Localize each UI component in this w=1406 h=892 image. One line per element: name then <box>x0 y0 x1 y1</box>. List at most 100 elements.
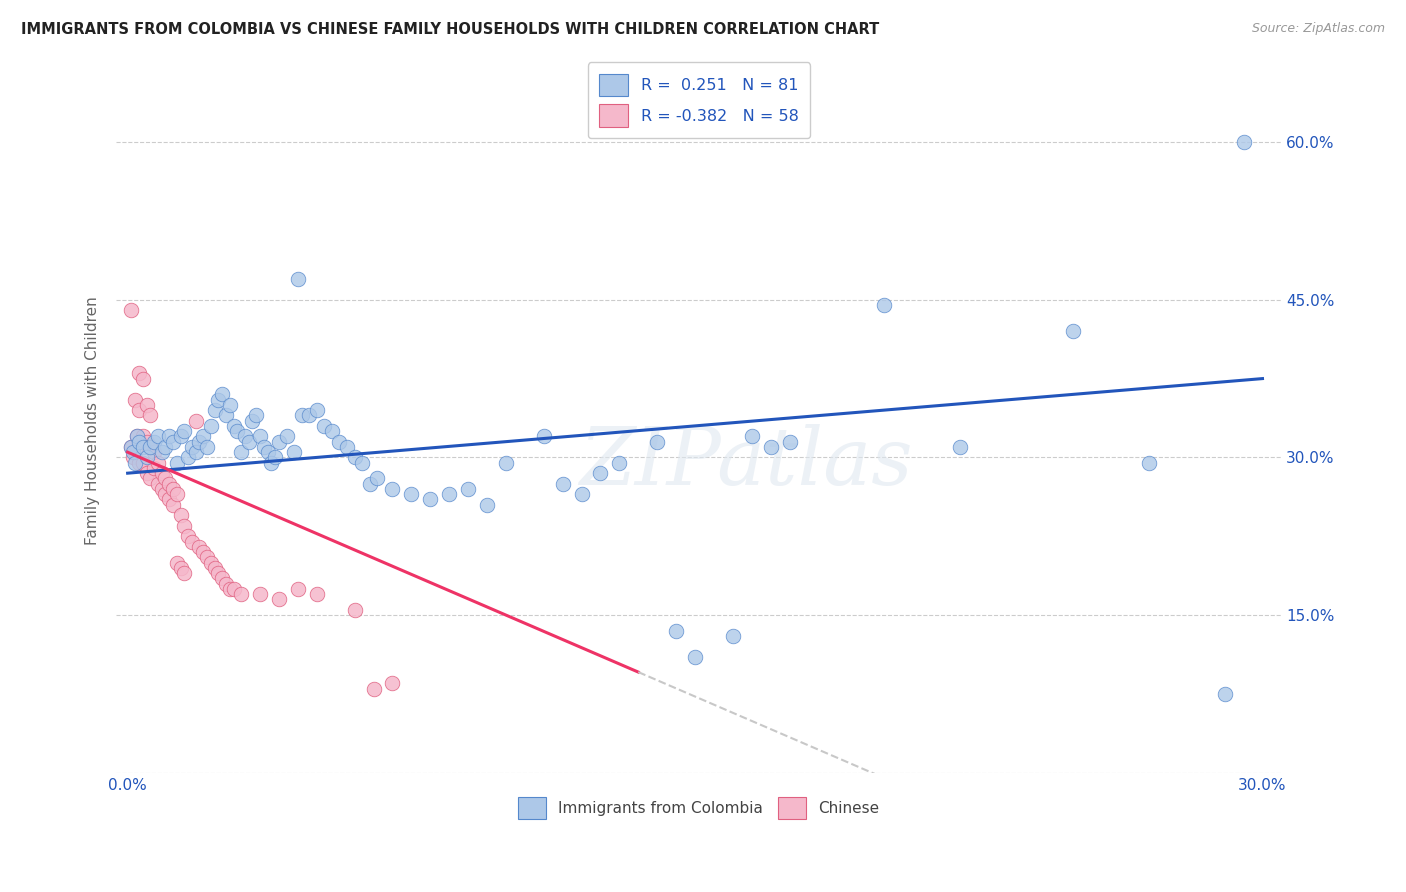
Point <box>162 498 184 512</box>
Point <box>193 545 215 559</box>
Point <box>211 571 233 585</box>
Point <box>215 576 238 591</box>
Text: Source: ZipAtlas.com: Source: ZipAtlas.com <box>1251 22 1385 36</box>
Point <box>238 434 260 449</box>
Point <box>298 409 321 423</box>
Point <box>401 487 423 501</box>
Point <box>741 429 763 443</box>
Point <box>249 429 271 443</box>
Point <box>276 429 298 443</box>
Point <box>204 561 226 575</box>
Point <box>321 424 343 438</box>
Point <box>256 445 278 459</box>
Point <box>169 561 191 575</box>
Point <box>139 409 162 423</box>
Point <box>135 398 157 412</box>
Point <box>245 409 267 423</box>
Point <box>267 434 290 449</box>
Point <box>135 450 157 465</box>
Point <box>166 556 188 570</box>
Point <box>343 603 366 617</box>
Point <box>155 471 177 485</box>
Point <box>188 434 211 449</box>
Point <box>305 403 328 417</box>
Point <box>155 487 177 501</box>
Point <box>287 271 309 285</box>
Y-axis label: Family Households with Children: Family Households with Children <box>86 296 100 545</box>
Point <box>336 440 359 454</box>
Point <box>1137 456 1160 470</box>
Point <box>328 434 350 449</box>
Point <box>314 418 336 433</box>
Point <box>381 676 404 690</box>
Point <box>207 392 229 407</box>
Point <box>120 440 142 454</box>
Point <box>146 476 169 491</box>
Point <box>125 429 148 443</box>
Point <box>150 445 173 459</box>
Point <box>157 476 180 491</box>
Point <box>120 440 142 454</box>
Point <box>229 445 252 459</box>
Point <box>359 476 381 491</box>
Point <box>352 456 374 470</box>
Point <box>495 456 517 470</box>
Point <box>122 445 145 459</box>
Point <box>193 429 215 443</box>
Point <box>419 492 441 507</box>
Point <box>215 409 238 423</box>
Point <box>124 392 146 407</box>
Point <box>139 471 162 485</box>
Point <box>249 587 271 601</box>
Legend: Immigrants from Colombia, Chinese: Immigrants from Colombia, Chinese <box>512 791 886 825</box>
Point <box>128 403 150 417</box>
Point <box>124 445 146 459</box>
Point <box>143 445 166 459</box>
Point <box>645 434 668 449</box>
Point <box>162 434 184 449</box>
Point <box>222 582 245 596</box>
Point <box>949 440 972 454</box>
Point <box>204 403 226 417</box>
Point <box>125 429 148 443</box>
Point <box>181 534 204 549</box>
Point <box>721 629 744 643</box>
Point <box>457 482 479 496</box>
Point <box>181 440 204 454</box>
Point <box>291 409 314 423</box>
Point <box>195 440 218 454</box>
Point <box>162 482 184 496</box>
Point <box>169 429 191 443</box>
Point <box>177 450 200 465</box>
Point <box>139 440 162 454</box>
Point <box>218 582 240 596</box>
Point <box>366 471 388 485</box>
Point <box>1232 135 1254 149</box>
Point <box>184 445 207 459</box>
Point <box>143 461 166 475</box>
Point <box>305 587 328 601</box>
Point <box>177 529 200 543</box>
Point <box>287 582 309 596</box>
Point <box>683 650 706 665</box>
Point <box>533 429 555 443</box>
Point <box>157 429 180 443</box>
Point <box>139 440 162 454</box>
Point <box>267 592 290 607</box>
Point <box>195 550 218 565</box>
Point <box>155 440 177 454</box>
Point <box>132 429 155 443</box>
Point <box>218 398 240 412</box>
Point <box>124 456 146 470</box>
Point <box>132 440 155 454</box>
Point <box>589 466 612 480</box>
Point <box>150 466 173 480</box>
Point <box>242 414 264 428</box>
Point <box>475 498 498 512</box>
Point <box>609 456 631 470</box>
Point <box>169 508 191 523</box>
Point <box>665 624 688 638</box>
Point <box>343 450 366 465</box>
Text: ZIPatlas: ZIPatlas <box>579 424 912 501</box>
Point <box>211 387 233 401</box>
